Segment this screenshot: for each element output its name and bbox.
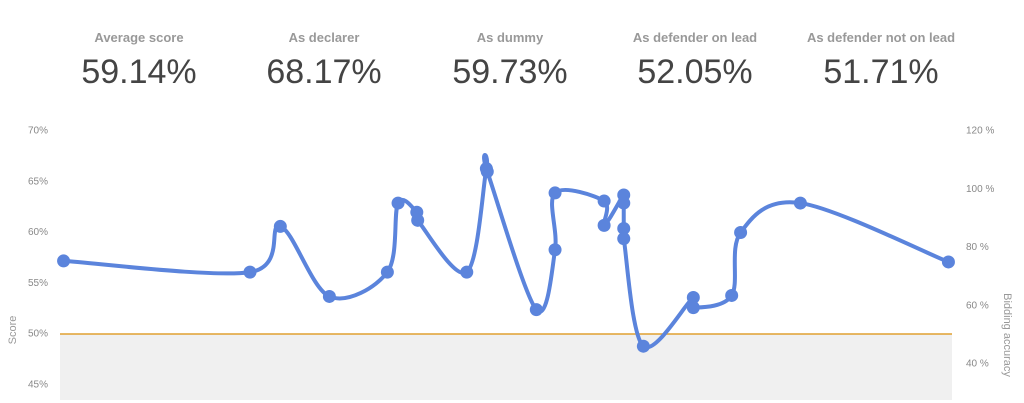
score-point — [411, 213, 425, 227]
score-point — [617, 196, 631, 210]
stat-value: 59.14% — [81, 53, 196, 91]
stat-label: As defender on lead — [633, 30, 757, 45]
y-tick-label: 70% — [28, 126, 48, 137]
y-tick-label: 65% — [28, 176, 48, 187]
score-point — [636, 339, 650, 353]
y2-tick-label: 80 % — [966, 242, 989, 253]
y2-tick-label: 40 % — [966, 359, 989, 370]
y-tick-label: 45% — [28, 379, 48, 390]
score-point — [725, 288, 739, 302]
stat-value: 68.17% — [266, 53, 381, 91]
stat-label: As dummy — [477, 30, 544, 45]
score-point — [480, 165, 494, 179]
y-tick-label: 50% — [28, 329, 48, 340]
score-point — [686, 301, 700, 315]
score-point — [617, 221, 631, 235]
score-point — [57, 254, 71, 268]
y2-tick-label: 120 % — [966, 126, 994, 137]
y-tick-label: 55% — [28, 278, 48, 289]
stat-value: 51.71% — [823, 53, 938, 91]
score-point — [597, 194, 611, 208]
stat-label: As defender not on lead — [807, 30, 955, 45]
score-point — [686, 290, 700, 304]
below-threshold-area — [60, 334, 952, 400]
score-point — [529, 303, 543, 317]
y-tick-label: 60% — [28, 227, 48, 238]
y2-axis-label: Bidding accuracy — [1001, 293, 1013, 377]
score-point — [793, 196, 807, 210]
score-point — [273, 219, 287, 233]
score-point — [548, 243, 562, 257]
stat-label: As declarer — [289, 30, 360, 45]
y-axis-label: Score — [7, 316, 19, 345]
score-point — [617, 232, 631, 246]
score-point — [243, 265, 257, 279]
score-point — [734, 226, 748, 240]
score-point — [597, 218, 611, 232]
score-point — [322, 289, 336, 303]
score-point — [460, 265, 474, 279]
stat-value: 59.73% — [452, 53, 567, 91]
y2-tick-label: 100 % — [966, 184, 994, 195]
score-point — [380, 265, 394, 279]
score-point — [941, 255, 955, 269]
score-point — [391, 196, 405, 210]
stat-label: Average score — [94, 30, 183, 45]
stat-value: 52.05% — [637, 53, 752, 91]
score-line — [63, 152, 950, 350]
y2-tick-label: 60 % — [966, 300, 989, 311]
score-point — [548, 186, 562, 200]
